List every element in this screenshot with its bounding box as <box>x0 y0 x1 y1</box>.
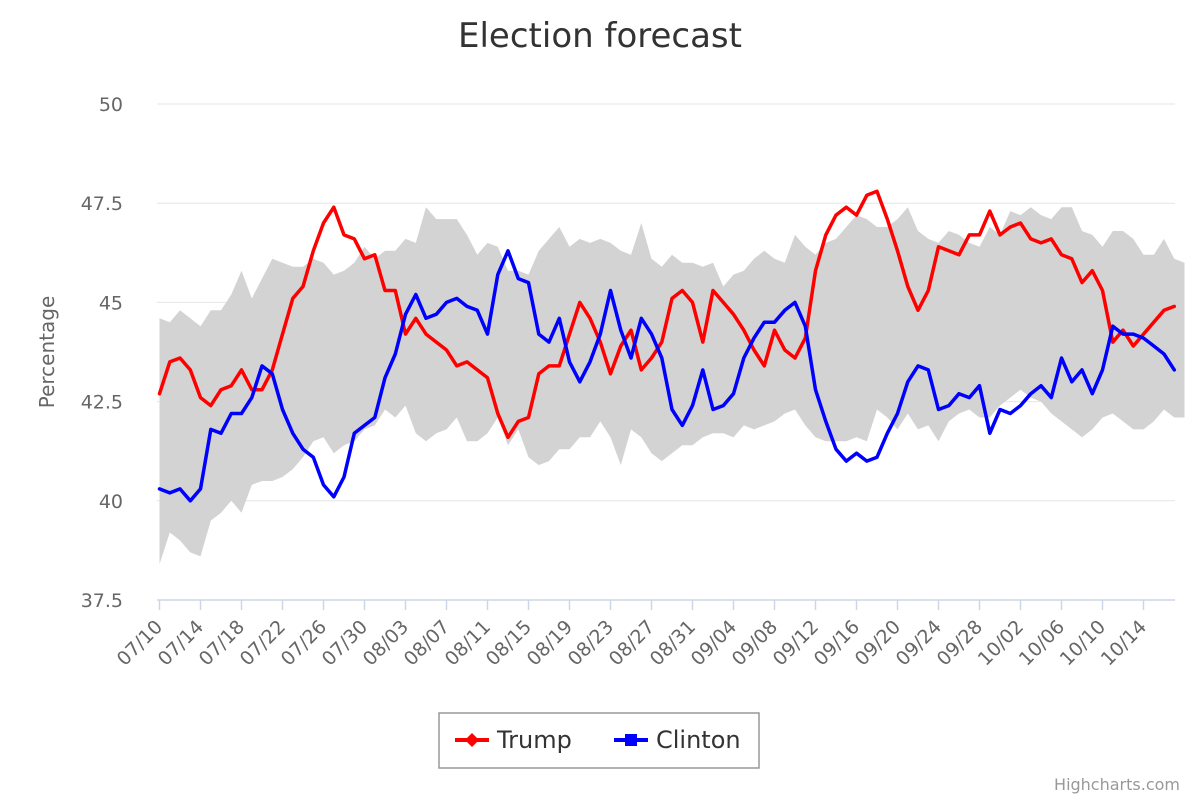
legend-label: Clinton <box>656 726 741 754</box>
legend-item-clinton[interactable]: Clinton <box>614 726 741 754</box>
legend-item-trump[interactable]: Trump <box>455 726 572 754</box>
x-tick-label: 07/10 <box>113 616 167 670</box>
chart-title: Election forecast <box>458 16 742 56</box>
x-tick-label: 07/22 <box>236 616 290 670</box>
x-tick-label: 08/19 <box>523 616 577 670</box>
y-axis-ticks: 37.5 40 42.5 45 47.5 50 <box>81 94 123 612</box>
range-band-area <box>159 207 1185 565</box>
x-tick-label: 10/02 <box>974 616 1028 670</box>
series-lines <box>157 189 1177 503</box>
y-tick-label: 40 <box>99 491 123 513</box>
x-tick-label: 10/10 <box>1056 616 1110 670</box>
x-tick-label: 08/15 <box>482 616 536 670</box>
x-tick-label: 09/28 <box>933 616 987 670</box>
y-tick-label: 45 <box>99 292 123 314</box>
legend-box <box>438 712 760 769</box>
credits-link[interactable]: Highcharts.com <box>1054 775 1180 794</box>
y-tick-label: 37.5 <box>81 590 123 612</box>
x-tick-label: 10/06 <box>1015 616 1069 670</box>
series-line-clinton[interactable] <box>157 249 1177 503</box>
x-tick-label: 07/14 <box>154 616 208 670</box>
x-tick-label: 07/30 <box>318 616 372 670</box>
x-tick-label: 10/14 <box>1097 616 1151 670</box>
x-tick-label: 09/20 <box>851 616 905 670</box>
range-band <box>159 207 1185 565</box>
x-tick-label: 09/04 <box>687 616 741 670</box>
square-marker-icon <box>625 734 637 746</box>
x-tick-label: 09/12 <box>769 616 823 670</box>
y-tick-label: 50 <box>99 94 123 116</box>
y-axis-title: Percentage <box>35 296 59 409</box>
legend-label: Trump <box>496 726 572 754</box>
y-tick-label: 42.5 <box>81 392 123 414</box>
x-tick-label: 07/18 <box>195 616 249 670</box>
diamond-marker-icon <box>465 733 479 747</box>
x-tick-label: 08/31 <box>646 616 700 670</box>
x-tick-label: 08/27 <box>605 616 659 670</box>
x-tick-label: 07/26 <box>277 616 331 670</box>
x-tick-label: 09/16 <box>810 616 864 670</box>
x-tick-label: 08/11 <box>441 616 495 670</box>
x-tick-label: 08/03 <box>359 616 413 670</box>
x-tick-label: 08/23 <box>564 616 618 670</box>
x-axis: 07/1007/1407/1807/2207/2607/3008/0308/07… <box>113 599 1175 670</box>
x-tick-label: 09/08 <box>728 616 782 670</box>
series-line-trump[interactable] <box>157 189 1177 440</box>
x-tick-label: 08/07 <box>400 616 454 670</box>
x-tick-label: 09/24 <box>892 616 946 670</box>
y-tick-label: 47.5 <box>81 193 123 215</box>
legend: Trump Clinton <box>438 712 760 769</box>
